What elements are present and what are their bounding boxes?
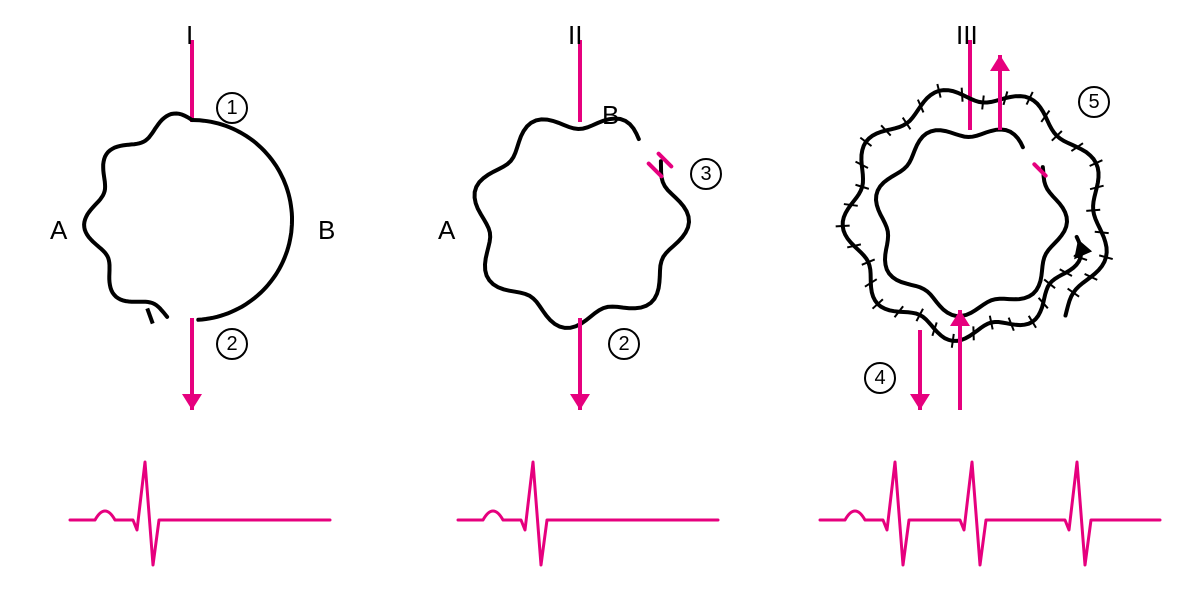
text-label: I [186, 20, 193, 51]
text-label: A [438, 215, 455, 246]
ecg-trace [820, 462, 1160, 565]
ecg-trace [458, 462, 718, 565]
text-label: A [50, 215, 67, 246]
circled-label: 3 [690, 158, 722, 190]
text-label: B [318, 215, 335, 246]
circled-label: 5 [1078, 86, 1110, 118]
text-label: B [602, 100, 619, 131]
ecg-trace [70, 462, 330, 565]
circled-label: 4 [864, 362, 896, 394]
circled-label: 1 [216, 92, 248, 124]
text-label: III [956, 20, 978, 51]
circled-label: 2 [216, 328, 248, 360]
diagram-canvas [0, 0, 1200, 610]
circled-label: 2 [608, 328, 640, 360]
text-label: II [568, 20, 582, 51]
